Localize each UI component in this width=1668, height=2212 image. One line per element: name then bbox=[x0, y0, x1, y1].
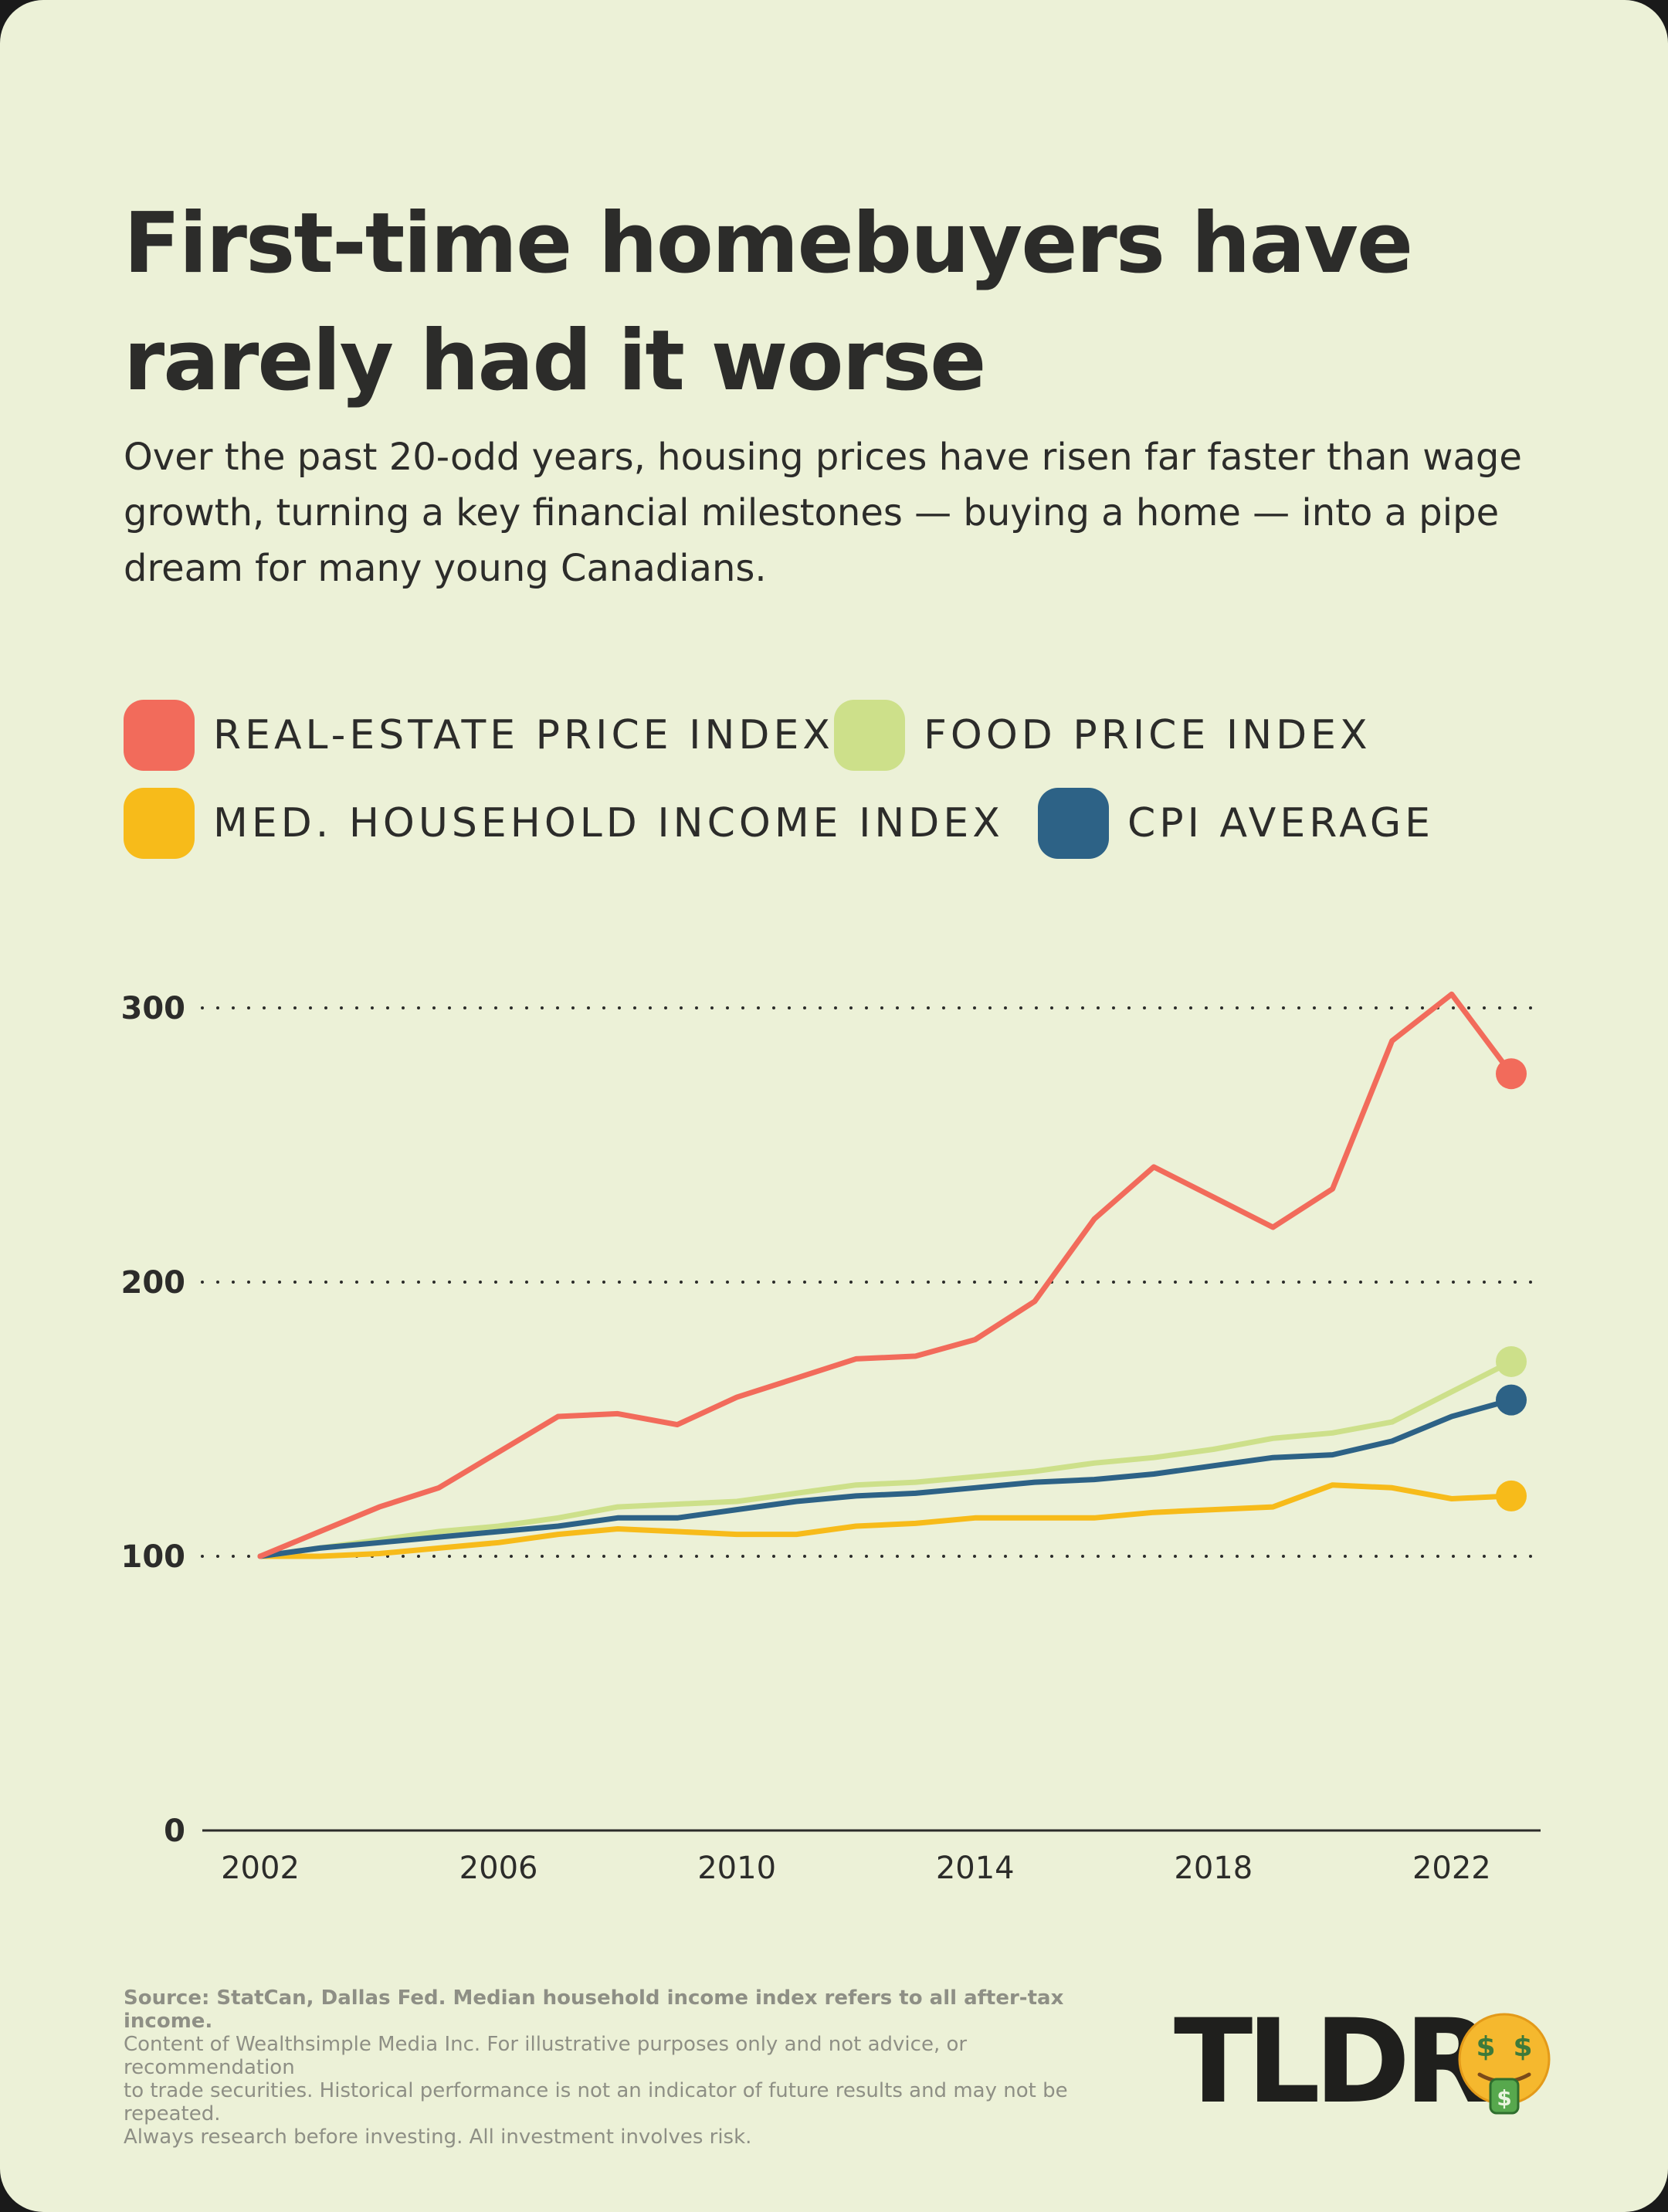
x-tick-label-2018: 2018 bbox=[1174, 1851, 1253, 1886]
disclaimer-line-2: to trade securities. Historical performa… bbox=[124, 2079, 1068, 2125]
x-tick-label-2014: 2014 bbox=[936, 1851, 1015, 1886]
page-title: First-time homebuyers have rarely had it… bbox=[124, 195, 1413, 409]
series-end-point-cpi-average bbox=[1496, 1384, 1527, 1416]
legend-swatch-real-estate bbox=[124, 700, 195, 771]
svg-text:$: $ bbox=[1476, 2031, 1495, 2063]
legend-swatch-income bbox=[124, 788, 195, 859]
series-line-med-household-income-index bbox=[257, 1482, 1514, 1559]
series-end-point-real-estate-price-index bbox=[1496, 1058, 1527, 1090]
svg-text:$: $ bbox=[1513, 2031, 1532, 2063]
series-end-point-med-household-income-index bbox=[1496, 1480, 1527, 1511]
legend-item-food: FOOD PRICE INDEX bbox=[834, 700, 1371, 771]
svg-text:$: $ bbox=[1497, 2085, 1511, 2111]
x-tick-label-2022: 2022 bbox=[1412, 1851, 1491, 1886]
y-tick-label-100: 100 bbox=[121, 1539, 186, 1575]
x-tick-label-2010: 2010 bbox=[697, 1851, 776, 1886]
line-chart: 0 100 200 300 2002 2006 2010 2014 2018 2022 bbox=[121, 991, 1542, 1886]
legend-label-food: FOOD PRICE INDEX bbox=[924, 712, 1371, 758]
disclaimer-line-1: Content of Wealthsimple Media Inc. For i… bbox=[124, 2033, 968, 2079]
legend-item-cpi: CPI AVERAGE bbox=[1038, 788, 1434, 859]
legend-item-income: MED. HOUSEHOLD INCOME INDEX bbox=[124, 788, 1004, 859]
subtitle: Over the past 20-odd years, housing pric… bbox=[124, 436, 1522, 590]
money-mouth-face-icon: $ $ $ bbox=[1458, 2013, 1551, 2115]
legend-item-real-estate: REAL-ESTATE PRICE INDEX bbox=[124, 700, 834, 771]
x-tick-label-2006: 2006 bbox=[459, 1851, 538, 1886]
series-line-real-estate-price-index bbox=[257, 991, 1514, 1559]
y-tick-label-300: 300 bbox=[121, 991, 186, 1026]
source-note: Source: StatCan, Dallas Fed. Median hous… bbox=[124, 1986, 1127, 2149]
legend-label-income: MED. HOUSEHOLD INCOME INDEX bbox=[213, 800, 1004, 846]
y-tick-label-0: 0 bbox=[164, 1813, 185, 1849]
legend-label-cpi: CPI AVERAGE bbox=[1127, 800, 1435, 846]
source-credit: Source: StatCan, Dallas Fed. Median hous… bbox=[124, 1986, 1064, 2033]
legend-swatch-food bbox=[834, 700, 905, 771]
series-end-point-food-price-index bbox=[1496, 1345, 1527, 1377]
y-tick-label-200: 200 bbox=[121, 1265, 186, 1301]
brand-wordmark: TLDR bbox=[1174, 1995, 1493, 2129]
disclaimer-line-3: Always research before investing. All in… bbox=[124, 2125, 752, 2149]
series-line-food-price-index bbox=[257, 1359, 1514, 1559]
x-tick-label-2002: 2002 bbox=[221, 1851, 300, 1886]
brand-logo: TLDR $ $ $ bbox=[1174, 1995, 1552, 2129]
legend-swatch-cpi bbox=[1038, 788, 1109, 859]
legend-label-real-estate: REAL-ESTATE PRICE INDEX bbox=[213, 712, 834, 758]
legend: REAL-ESTATE PRICE INDEX FOOD PRICE INDEX… bbox=[124, 700, 1591, 870]
series-line-cpi-average bbox=[257, 1397, 1514, 1559]
